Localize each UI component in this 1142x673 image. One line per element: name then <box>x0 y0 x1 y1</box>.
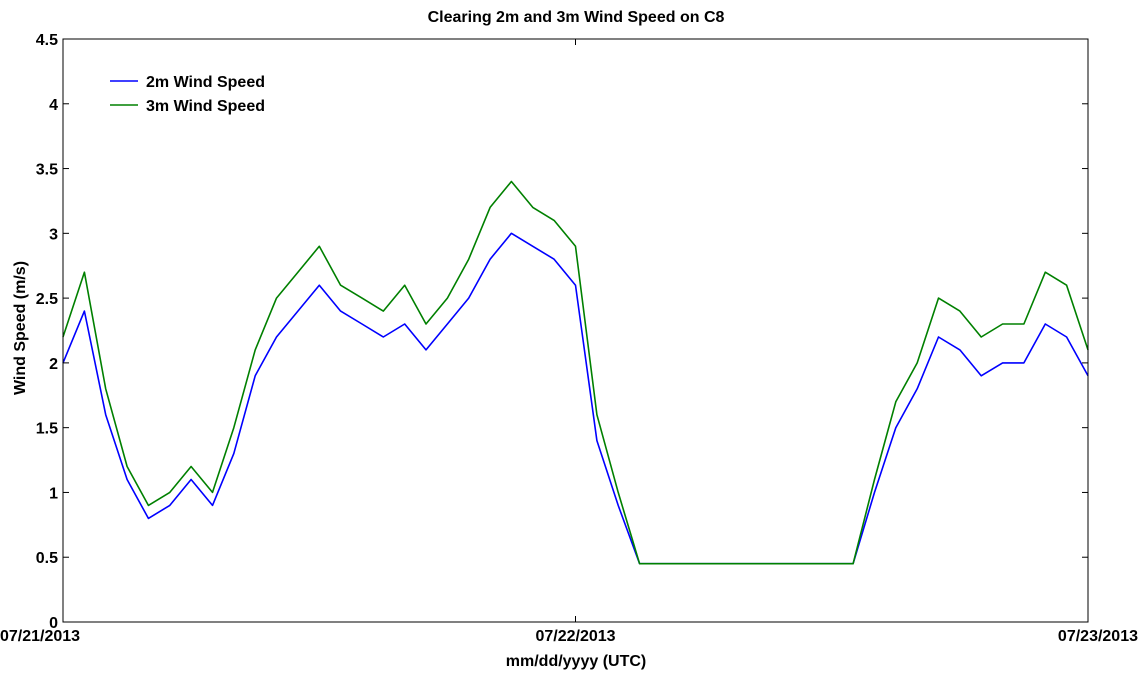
x-tick-label: 07/21/2013 <box>0 628 80 645</box>
y-tick-label: 3 <box>49 226 58 243</box>
legend: 2m Wind Speed 3m Wind Speed <box>110 74 265 115</box>
y-tick-label: 0.5 <box>36 550 58 567</box>
plot-frame <box>62 38 1089 623</box>
y-tick-label: 4.5 <box>36 32 58 49</box>
chart-title: Clearing 2m and 3m Wind Speed on C8 <box>428 9 725 26</box>
series-layer <box>62 180 1089 565</box>
legend-label-3m: 3m Wind Speed <box>146 98 265 115</box>
y-tick-label: 1 <box>49 485 58 502</box>
y-tick-label: 2 <box>49 356 58 373</box>
x-tick-label: 07/23/2013 <box>1058 628 1138 645</box>
y-tick-label: 2.5 <box>36 291 58 308</box>
x-axis-label: mm/dd/yyyy (UTC) <box>506 653 646 670</box>
y-axis-label: Wind Speed (m/s) <box>12 261 29 395</box>
y-axis: 0 0.5 1 1.5 2 2.5 3 3.5 4 4.5 <box>36 32 1088 632</box>
legend-label-2m: 2m Wind Speed <box>146 74 265 91</box>
y-tick-label: 3.5 <box>36 162 58 179</box>
x-axis: 07/21/2013 07/22/2013 07/23/2013 <box>0 39 1138 645</box>
y-tick-label: 1.5 <box>36 421 58 438</box>
x-tick-label: 07/22/2013 <box>535 628 615 645</box>
series-3m-line <box>62 180 1089 565</box>
series-2m-line <box>62 232 1089 565</box>
y-tick-label: 0 <box>49 615 58 632</box>
y-tick-label: 4 <box>49 97 58 114</box>
